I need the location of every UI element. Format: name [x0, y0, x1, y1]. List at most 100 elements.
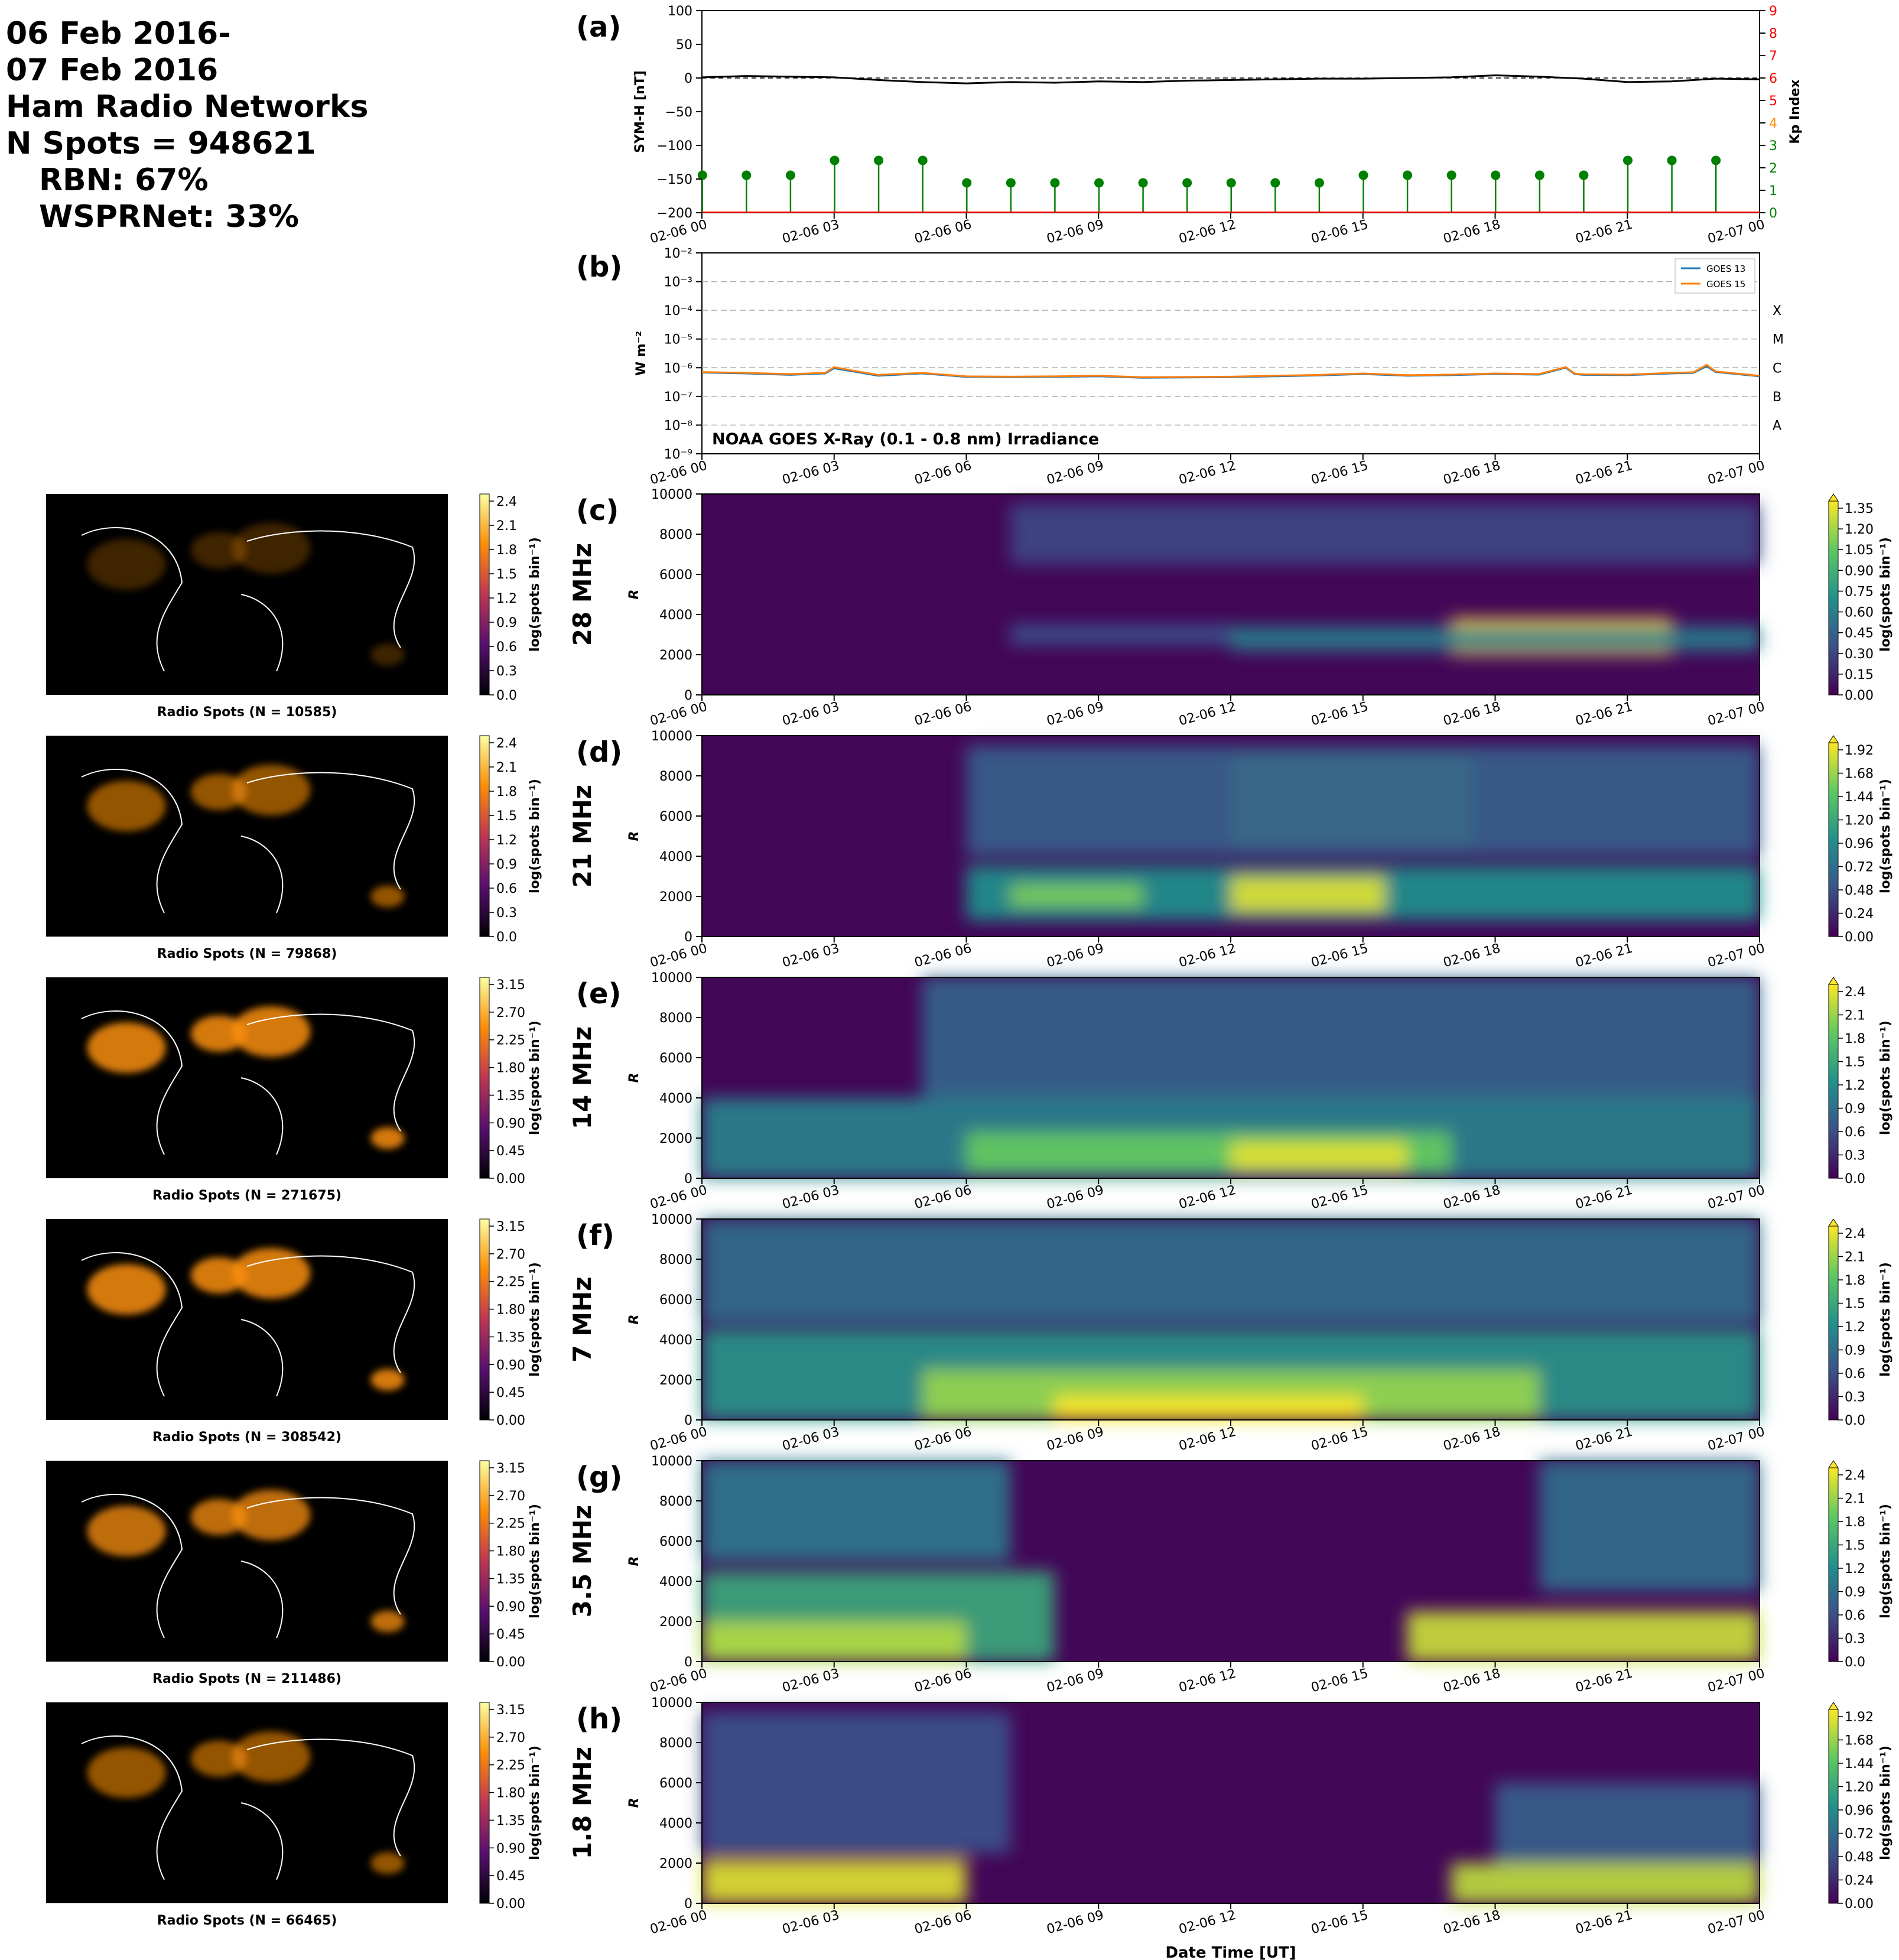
x-tick-label: 02-06 09: [1045, 941, 1105, 971]
x-tick-label: 02-06 06: [913, 700, 973, 729]
spot-density-blob: [232, 1489, 311, 1540]
panel-b-annotation: NOAA GOES X-Ray (0.1 - 0.8 nm) Irradianc…: [712, 430, 1099, 448]
spot-density-blob: [232, 522, 311, 574]
colorbar-tick-label: 1.05: [1845, 543, 1874, 558]
y-tick-label: 0: [684, 1897, 692, 1912]
kp-marker: [1138, 178, 1148, 188]
y-tick-label: 2000: [659, 890, 692, 905]
spot-density-blobs: [87, 1247, 405, 1391]
heatmap-region: [1231, 876, 1386, 913]
x-tick-label: 02-06 00: [649, 217, 709, 247]
x-tick-label: 02-06 21: [1574, 1908, 1634, 1938]
y-tick-label: 10⁻⁶: [664, 361, 693, 376]
map-colorbar: [479, 977, 490, 1179]
x-tick-label: 02-06 18: [1442, 700, 1502, 729]
map-colorbar-label: log(spots bin⁻¹): [528, 1746, 542, 1860]
x-tick-label: 02-06 15: [1309, 941, 1370, 971]
spot-density-blobs: [87, 1731, 405, 1874]
colorbar-tick-label: 1.68: [1845, 767, 1874, 782]
kp-marker: [1667, 155, 1677, 165]
map-colorbar-tick-label: 3.15: [496, 1461, 525, 1476]
y-tick-label: 10000: [651, 1696, 692, 1711]
x-tick-label: 02-06 06: [913, 217, 973, 247]
panel-a-symh-kp: (a) 100 50 0 −50 −100 −150 −200 9 8 7 6 5 4 3 2 1 0 02-06…: [576, 4, 1803, 246]
spot-density-blob: [232, 1731, 311, 1782]
heatmap-region: [922, 977, 1760, 1098]
map-colorbar-tick-label: 0.9: [496, 857, 517, 872]
x-tick-label: 02-07 00: [1706, 941, 1767, 971]
y-tick-label: 0: [684, 1413, 692, 1428]
flare-class-label: M: [1773, 333, 1784, 347]
map-colorbar-tick-label: 0.90: [496, 1841, 525, 1856]
map-colorbar-label: log(spots bin⁻¹): [528, 1504, 542, 1618]
heatmap-region: [966, 746, 1760, 856]
map-colorbar-tick-label: 2.1: [496, 519, 517, 534]
x-tick-label: 02-06 03: [781, 1666, 841, 1696]
spot-density-blobs: [87, 1006, 405, 1149]
colorbar-tick-label: 1.68: [1845, 1734, 1874, 1748]
y-tick-label: 10⁻⁴: [664, 304, 693, 318]
map-colorbar-tick-label: 2.70: [496, 1247, 525, 1262]
y-tick-label: 10⁻⁷: [664, 390, 692, 405]
colorbar-tick-label: 0.24: [1845, 1874, 1874, 1889]
kp-marker: [1622, 155, 1633, 165]
panel-b-goes-xray: (b) 10⁻² 10⁻³ 10⁻⁴ 10⁻⁵ 10⁻⁶ 10⁻⁷ 10⁻⁸ 10⁻⁹ X MCB…: [576, 246, 1784, 487]
x-tick-label: 02-06 12: [1178, 459, 1238, 488]
colorbar-tick-label: 0.0: [1845, 1172, 1865, 1187]
colorbar-tick-label: 0.3: [1845, 1149, 1865, 1163]
y-tick-label: 50: [676, 38, 692, 53]
colorbar-tick-label: 0.3: [1845, 1390, 1865, 1405]
heatmap-ylabel: R: [627, 831, 642, 841]
y-tick-label: −50: [665, 105, 692, 120]
colorbar-tick-label: 0.6: [1845, 1608, 1865, 1623]
map-colorbar-tick-label: 0.3: [496, 664, 517, 679]
colorbar-tick-label: 0.75: [1845, 584, 1874, 599]
y-tick-label: 10000: [651, 729, 692, 744]
x-tick-label: 02-06 00: [649, 941, 709, 971]
map-colorbar-tick-label: 0.00: [496, 1172, 525, 1187]
x-tick-label: 02-06 21: [1574, 217, 1634, 247]
map-colorbar-tick-label: 0.90: [496, 1116, 525, 1131]
flare-class-label: A: [1773, 418, 1781, 433]
map-colorbar-label: log(spots bin⁻¹): [528, 779, 542, 893]
x-tick-label: 02-07 00: [1706, 1666, 1767, 1696]
heatmap-region: [702, 1621, 967, 1662]
band-label: 14 MHz: [568, 1026, 597, 1129]
kp-marker: [1358, 170, 1368, 180]
band-label: 3.5 MHz: [568, 1505, 597, 1617]
heatmap-ylabel: R: [627, 1315, 642, 1325]
colorbar-tick-label: 0.45: [1845, 626, 1874, 641]
goes15-line: [701, 363, 1760, 378]
heatmap-ylabel: R: [627, 1073, 642, 1083]
y-tick-label: 2000: [659, 1373, 692, 1388]
y-tick-label: 8000: [659, 1736, 692, 1751]
spot-density-blob: [87, 539, 166, 590]
x-tick-label: 02-06 03: [781, 700, 841, 729]
flare-class-label: X: [1773, 304, 1781, 318]
colorbar-extend-arrow: [1828, 493, 1839, 502]
colorbar-tick-label: 2.4: [1845, 985, 1865, 1000]
map-colorbar-tick-label: 0.45: [496, 1144, 525, 1159]
heatmap-region: [1231, 626, 1760, 651]
heatmap-ylabel: R: [627, 590, 642, 600]
x-tick-label: 02-06 18: [1442, 1908, 1502, 1938]
map-colorbar-tick-label: 2.25: [496, 1759, 525, 1773]
panel-h-18MHz: Radio Spots (N = 66465) 3.15 2.70 2.25 1.80 1…: [46, 1696, 1893, 1937]
colorbar-tick-label: 2.1: [1845, 1492, 1865, 1507]
y-tick-label: 6000: [659, 568, 692, 583]
x-tick-label: 02-06 06: [913, 459, 973, 488]
header-block: 06 Feb 2016- 07 Feb 2016 Ham Radio Netwo…: [6, 16, 369, 235]
kp-marker: [1403, 170, 1413, 180]
colorbar-tick-label: 0.90: [1845, 564, 1874, 578]
coastline-outline: [81, 1010, 415, 1155]
colorbar-tick-label: 1.44: [1845, 1757, 1874, 1772]
x-tick-label: 02-06 18: [1442, 1666, 1502, 1696]
spot-density-blob: [190, 1257, 247, 1293]
coastline-outline: [81, 1735, 415, 1880]
colorbar-tick-label: 1.8: [1845, 1515, 1865, 1530]
map-caption: Radio Spots (N = 10585): [157, 705, 337, 720]
band-label: 28 MHz: [568, 543, 597, 646]
panel-a-label: (a): [576, 11, 621, 44]
map-colorbar-tick-label: 1.80: [496, 1303, 525, 1318]
heatmap-contours: [966, 746, 1760, 921]
